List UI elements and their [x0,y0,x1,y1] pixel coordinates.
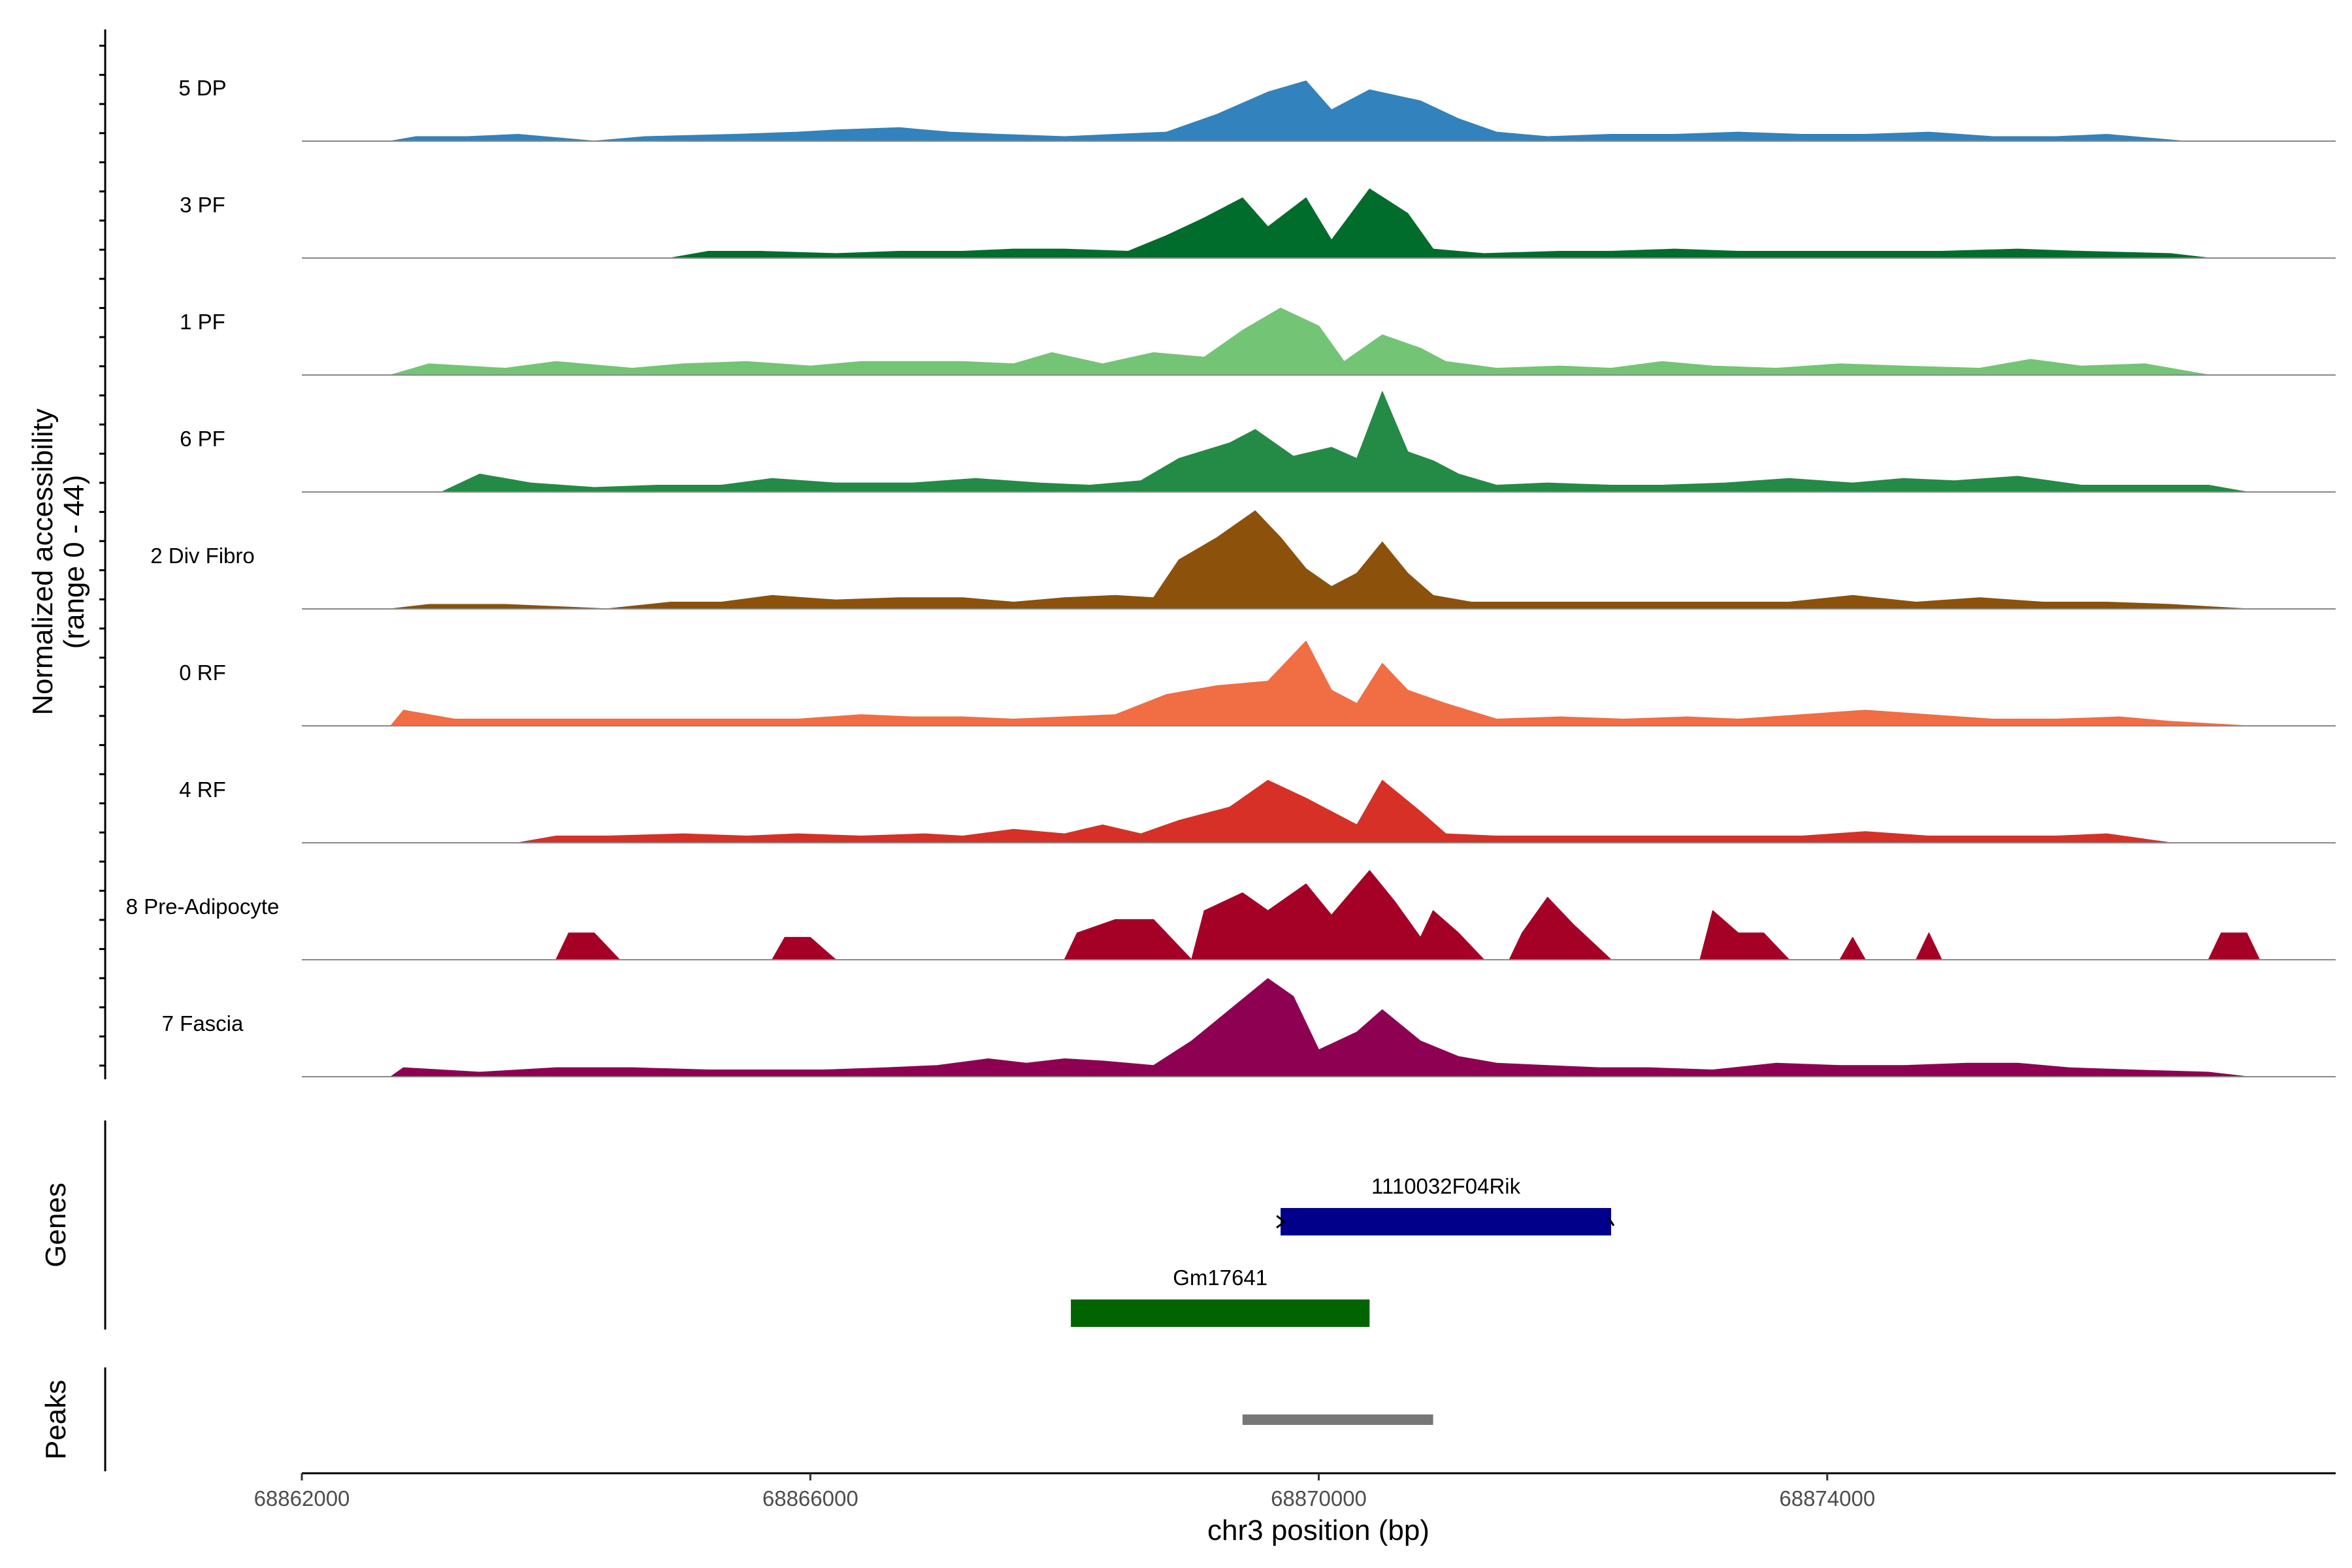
track-label: 8 Pre-Adipocyte [126,894,280,919]
track-9: 7 Fascia [162,978,2336,1077]
coverage-area [670,188,2210,259]
coverage-axis-ticks [99,44,105,1067]
track-label: 6 PF [180,427,225,451]
track-7: 4 RF [179,777,2336,843]
strand-arrow [1276,1215,1286,1229]
track-label: 1 PF [180,310,225,334]
track-2: 3 PF [180,188,2336,259]
x-tick-label: 68866000 [762,1486,858,1511]
track-1: 5 DP [178,76,2336,142]
track-label: 7 Fascia [162,1011,244,1036]
track-label: 3 PF [180,193,225,217]
track-3: 1 PF [180,307,2336,376]
coverage-area [390,640,2247,727]
gene-annotations: 1110032F04Rik Gm17641 [1071,1174,1615,1327]
track-label: 5 DP [178,76,226,100]
peaks-title: Peaks [40,1380,72,1460]
gene-label: Gm17641 [1173,1266,1267,1290]
coverage-area [390,510,2247,610]
track-5: 2 Div Fibro [150,510,2336,610]
coverage-area [390,978,2247,1077]
gene-body [1281,1208,1611,1235]
genes-title: Genes [40,1183,72,1267]
gene-1: 1110032F04Rik [1276,1174,1615,1235]
track-4: 6 PF [180,391,2336,493]
coverage-area [390,307,2210,376]
track-label: 4 RF [179,777,226,802]
coverage-area [390,80,2184,142]
peak-annotations [1242,1414,1433,1425]
x-tick-label: 68862000 [254,1486,350,1511]
track-label: 0 RF [179,661,226,685]
x-tick-label: 68874000 [1779,1486,1875,1511]
coverage-area [517,779,2171,843]
track-8: 8 Pre-Adipocyte [126,870,2336,960]
gene-2: Gm17641 [1071,1266,1370,1327]
peak-region [1242,1414,1433,1425]
coverage-area [441,391,2247,493]
gene-end-mark [1607,1217,1615,1226]
track-6: 0 RF [179,640,2336,727]
coverage-tracks: 5 DP 3 PF 1 PF 6 PF 2 Div Fibro 0 RF 4 RF 8 Pre… [126,76,2336,1077]
gene-body [1071,1299,1370,1327]
y-axis-title-line1: Normalized accessibility [27,408,59,715]
x-tick-label: 68870000 [1271,1486,1367,1511]
y-axis-title-line2: (range 0 - 44) [58,475,90,649]
x-axis-title: chr3 position (bp) [1207,1514,1429,1546]
coverage-area [555,870,2261,960]
track-label: 2 Div Fibro [150,544,255,568]
gene-label: 1110032F04Rik [1371,1174,1521,1198]
x-axis-ticks: 68862000 68866000 68870000 68874000 [254,1473,1875,1511]
